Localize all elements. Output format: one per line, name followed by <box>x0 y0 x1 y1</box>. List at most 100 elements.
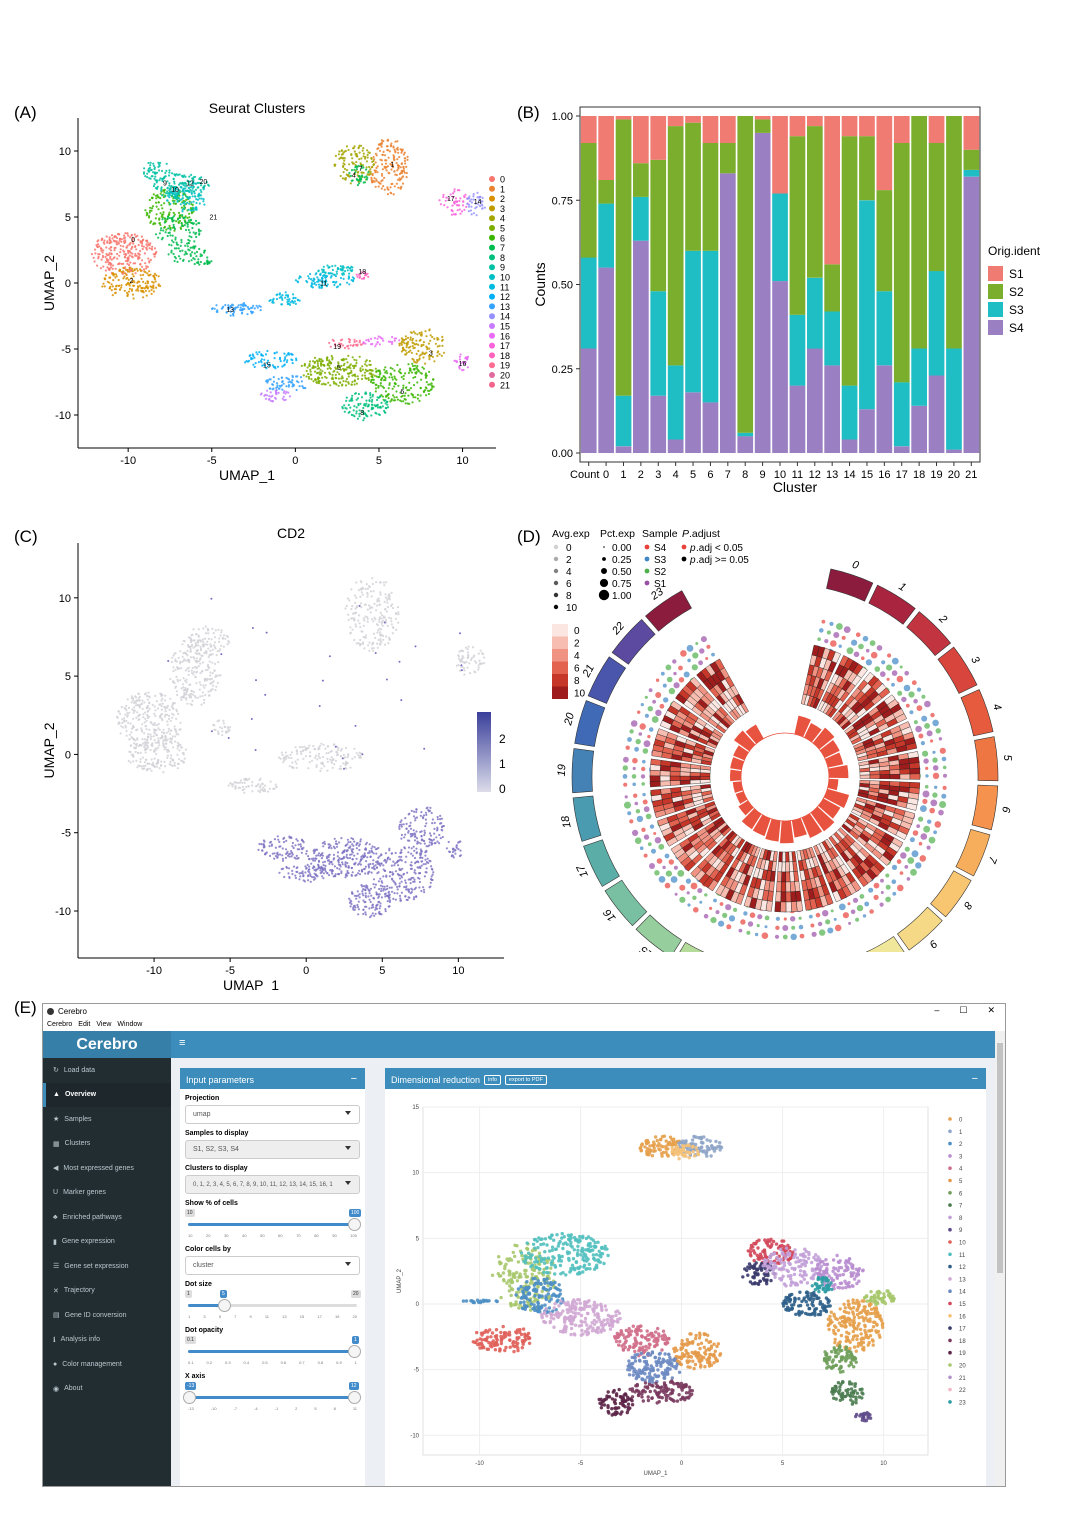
cluster-point-7 <box>363 181 367 184</box>
x-tick-label: -10 <box>120 455 136 467</box>
bar-S1-18 <box>893 116 910 143</box>
cluster-point-2 <box>150 292 153 295</box>
cluster-point-3 <box>442 351 446 354</box>
expression-point <box>308 761 311 764</box>
expression-point <box>402 823 405 826</box>
cluster-point-0 <box>129 236 132 239</box>
cluster-point-0 <box>153 247 157 250</box>
expression-point <box>258 842 261 846</box>
cluster-point-6 <box>375 375 378 378</box>
expression-point <box>337 873 340 876</box>
cluster-point-13 <box>233 307 236 310</box>
x-tick-label: 14 <box>843 469 855 481</box>
legend-marker-16 <box>489 332 495 339</box>
cluster-point-4 <box>345 145 349 148</box>
expression-point <box>144 717 147 720</box>
cluster-point-11 <box>336 285 340 288</box>
cluster-point-10 <box>183 201 186 204</box>
cluster-point-15 <box>285 390 288 393</box>
cluster-point-10 <box>327 272 330 275</box>
cluster-point-13 <box>277 377 280 381</box>
expression-point <box>135 745 138 748</box>
cluster-point-4 <box>342 171 345 174</box>
cluster-point-7 <box>186 245 189 248</box>
cluster-point-6 <box>417 370 420 373</box>
expression-point <box>281 753 284 757</box>
expression-point <box>360 591 363 594</box>
expression-point <box>289 753 292 756</box>
cluster-point-18 <box>358 276 361 279</box>
expression-point <box>133 706 136 709</box>
expression-point <box>174 686 177 689</box>
expression-point <box>134 704 138 707</box>
cluster-point-10 <box>198 202 201 205</box>
cluster-point-5 <box>339 368 342 371</box>
bar-S2-12 <box>789 136 806 315</box>
cluster-point-6 <box>422 367 425 370</box>
cluster-point-2 <box>153 276 156 280</box>
expression-point <box>410 847 413 850</box>
expression-point <box>144 741 147 744</box>
cluster-point-10 <box>187 186 190 190</box>
cluster-point-13 <box>246 313 249 316</box>
expression-point <box>390 604 393 608</box>
cluster-point-15 <box>266 389 269 392</box>
cluster-point-0 <box>108 247 111 250</box>
cluster-point-7 <box>189 254 192 257</box>
expression-point <box>334 873 337 876</box>
cluster-point-7 <box>195 223 198 226</box>
cluster-point-6 <box>177 221 180 224</box>
expression-point <box>170 660 173 664</box>
cluster-point-2 <box>125 277 128 280</box>
cluster-point-7 <box>181 214 184 217</box>
expression-point <box>388 593 391 596</box>
expression-point <box>126 712 129 715</box>
cluster-point-6 <box>393 396 396 399</box>
bar-S1-8 <box>720 116 736 143</box>
expression-point <box>132 760 135 763</box>
expression-point <box>132 753 135 756</box>
expression-point <box>351 843 354 846</box>
cluster-point-5 <box>319 362 323 366</box>
expression-point <box>247 785 250 788</box>
cluster-point-10 <box>181 210 184 213</box>
expression-point <box>357 894 360 897</box>
cluster-point-9 <box>167 174 171 177</box>
cluster-point-7 <box>171 218 174 221</box>
bar-S3-21 <box>946 348 962 450</box>
expression-point <box>255 679 257 682</box>
expression-point <box>193 665 197 669</box>
cluster-point-11 <box>296 280 299 283</box>
expression-point <box>179 743 182 746</box>
expression-point <box>369 611 372 614</box>
cluster-label-17: 17 <box>447 196 455 203</box>
expression-point <box>296 848 299 851</box>
cluster-point-11 <box>324 276 327 279</box>
expression-point <box>409 867 412 870</box>
cluster-point-5 <box>332 370 335 373</box>
expression-point <box>207 647 210 650</box>
cluster-point-14 <box>476 191 479 194</box>
expression-point <box>303 745 306 748</box>
cluster-point-10 <box>199 189 202 192</box>
cluster-point-11 <box>292 293 295 296</box>
cluster-point-7 <box>184 228 188 232</box>
cluster-point-5 <box>337 377 340 380</box>
cluster-point-5 <box>330 354 333 358</box>
cluster-point-7 <box>354 171 357 174</box>
cluster-point-16 <box>378 343 381 346</box>
cluster-point-9 <box>160 187 163 191</box>
cluster-point-11 <box>339 283 342 286</box>
expression-point <box>295 762 298 765</box>
cluster-point-12 <box>266 361 269 364</box>
cluster-point-13 <box>248 307 251 311</box>
expression-point <box>294 874 297 877</box>
cluster-point-1 <box>385 169 388 172</box>
cluster-point-1 <box>383 176 386 179</box>
expression-point <box>145 728 148 731</box>
cluster-point-6 <box>188 212 191 215</box>
expression-point <box>167 660 170 662</box>
expression-point <box>345 746 348 749</box>
cluster-point-9 <box>198 177 201 180</box>
expression-point <box>130 695 133 698</box>
